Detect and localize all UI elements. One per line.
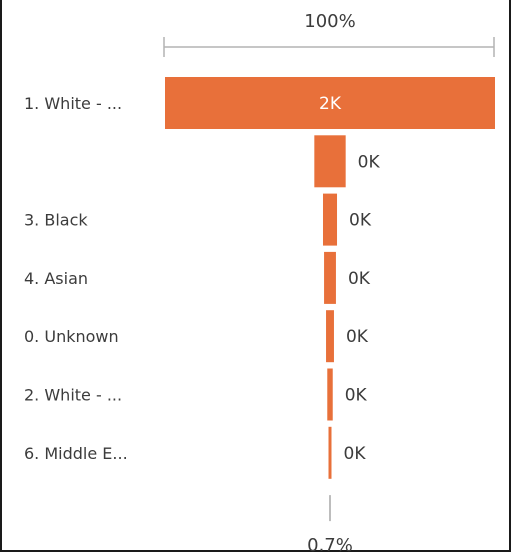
funnel-bar-0[interactable]: [165, 77, 495, 129]
funnel-bar-3[interactable]: [324, 251, 336, 304]
frame-right-border: [509, 0, 511, 552]
category-label-2: 3. Black: [24, 211, 88, 230]
funnel-bar-2[interactable]: [322, 193, 338, 246]
funnel-bar-5[interactable]: [327, 368, 333, 421]
top-percent-ruler: [163, 37, 495, 57]
value-label-6: 0K: [344, 444, 367, 464]
frame-left-border: [0, 0, 2, 552]
funnel-bar-1[interactable]: [314, 135, 346, 188]
bottom-percent-label: 0.7%: [307, 535, 353, 556]
category-label-4: 0. Unknown: [24, 327, 119, 346]
value-label-0: 2K: [319, 94, 342, 114]
category-label-3: 4. Asian: [24, 269, 88, 288]
category-label-0: 1. White - ...: [24, 94, 122, 113]
value-label-1: 0K: [358, 152, 381, 172]
value-label-4: 0K: [346, 327, 369, 347]
funnel-bar-4[interactable]: [326, 310, 334, 363]
category-label-6: 6. Middle E...: [24, 444, 128, 463]
funnel-bar-7[interactable]: [329, 495, 331, 522]
funnel-bars: 1. White - ... 2K 0K 3. Black 0K 4. Asian 0K 0.…: [24, 77, 495, 522]
value-label-3: 0K: [348, 269, 371, 289]
funnel-bar-6[interactable]: [328, 426, 332, 479]
category-label-5: 2. White - ...: [24, 386, 122, 405]
frame-bottom-border: [0, 550, 511, 552]
value-label-2: 0K: [349, 211, 372, 231]
top-percent-label: 100%: [304, 11, 355, 32]
value-label-5: 0K: [345, 386, 368, 406]
